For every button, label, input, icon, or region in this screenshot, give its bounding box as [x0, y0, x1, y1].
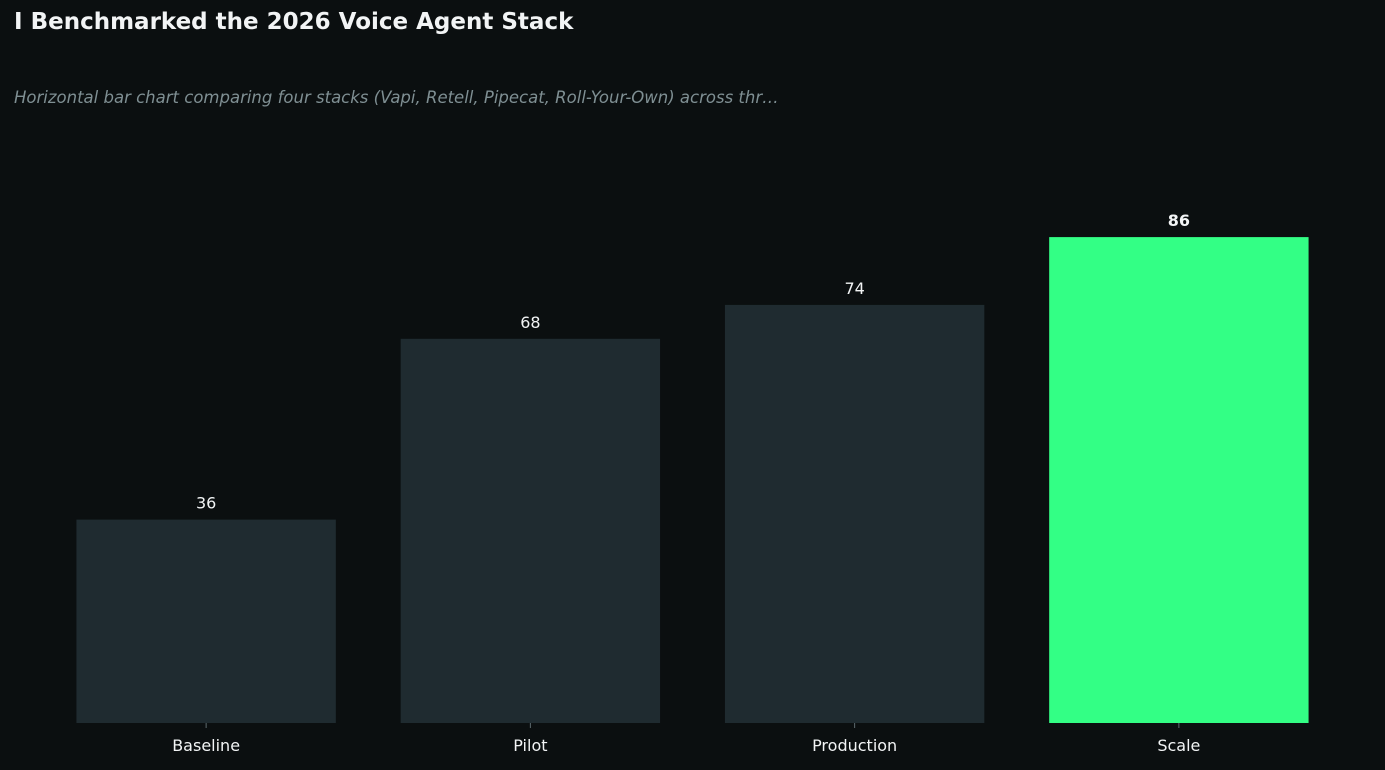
- x-tick-label-pilot: Pilot: [513, 736, 547, 755]
- bar-pilot: [400, 338, 661, 723]
- bars-group: [76, 237, 1309, 723]
- value-label-pilot: 68: [520, 313, 540, 332]
- x-tick-label-production: Production: [812, 736, 897, 755]
- x-tick-label-baseline: Baseline: [172, 736, 240, 755]
- x-tick-label-scale: Scale: [1157, 736, 1200, 755]
- bar-production: [724, 304, 985, 723]
- value-labels-group: 36 68 74 86: [196, 211, 1190, 512]
- x-axis-labels: Baseline Pilot Production Scale: [172, 736, 1200, 755]
- x-axis-ticks: [205, 723, 1180, 728]
- chart-title: I Benchmarked the 2026 Voice Agent Stack: [14, 9, 574, 35]
- value-label-scale: 86: [1168, 211, 1190, 230]
- chart-subtitle: Horizontal bar chart comparing four stac…: [14, 88, 779, 107]
- value-label-production: 74: [844, 279, 864, 298]
- bar-baseline: [76, 519, 336, 723]
- value-label-baseline: 36: [196, 494, 216, 513]
- bar-scale: [1049, 237, 1309, 723]
